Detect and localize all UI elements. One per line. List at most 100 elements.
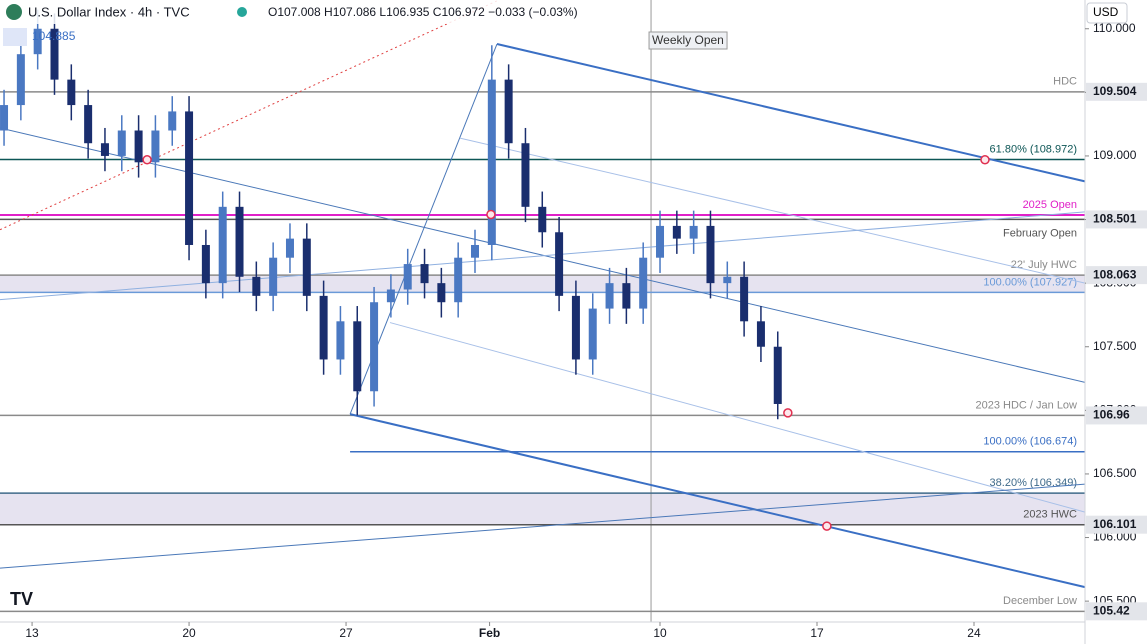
- candle-body: [370, 302, 379, 392]
- candle-body: [0, 105, 9, 131]
- trendline: [0, 0, 500, 231]
- price-box: [1086, 602, 1147, 621]
- y-tick-label: 106.500: [1093, 466, 1137, 480]
- candle-body: [201, 244, 210, 284]
- candle-body: [134, 130, 143, 163]
- y-tick-label: 109.000: [1093, 148, 1137, 162]
- ohlc: O107.008 H107.086 L106.935 C106.972 −0.0…: [268, 5, 578, 19]
- x-tick-label: 13: [25, 626, 39, 640]
- candle-body: [689, 225, 698, 239]
- level-label: 100.00% (107.927): [983, 276, 1077, 288]
- candle-body: [672, 225, 681, 239]
- candle-body: [403, 264, 412, 290]
- candle-body: [756, 321, 765, 347]
- candle-body: [723, 276, 732, 284]
- candle-body: [151, 130, 160, 163]
- x-tick-label: 10: [653, 626, 667, 640]
- price-box-label: 108.063: [1093, 267, 1137, 281]
- annotation: Weekly Open: [652, 33, 724, 47]
- candle-body: [504, 79, 513, 144]
- candle-body: [100, 143, 109, 156]
- price-box: [1086, 266, 1147, 285]
- level-label: 2025 Open: [1023, 199, 1077, 211]
- symbol-icon: [6, 4, 22, 20]
- zone: [0, 275, 1085, 293]
- candle-body: [706, 225, 715, 284]
- candle-body: [555, 232, 564, 296]
- x-tick-label: 20: [182, 626, 196, 640]
- currency-button[interactable]: [1086, 2, 1128, 24]
- zone: [0, 493, 1085, 525]
- trendline: [0, 211, 1086, 301]
- candle-body: [185, 111, 194, 245]
- indicator-badge: [3, 28, 27, 46]
- candle-body: [656, 225, 665, 258]
- candle-body: [740, 276, 749, 322]
- price-box-label: 108.501: [1093, 212, 1137, 226]
- candle-body: [353, 321, 362, 392]
- currency[interactable]: USD: [1093, 5, 1119, 19]
- price-box-label: 106.101: [1093, 517, 1137, 531]
- status-dot: [237, 7, 247, 17]
- trendline: [459, 137, 1086, 284]
- x-tick-label: 24: [967, 626, 981, 640]
- marker: [783, 408, 793, 418]
- price-box-label: 106.96: [1093, 408, 1130, 422]
- candle-body: [571, 295, 580, 360]
- marker: [980, 155, 990, 165]
- price-box: [1086, 210, 1147, 229]
- price-box-label: 105.42: [1093, 603, 1130, 617]
- candle-body: [252, 276, 261, 296]
- trendline: [389, 322, 1086, 513]
- candle-body: [67, 79, 76, 106]
- price-box: [1086, 406, 1147, 425]
- symbol-title: U.S. Dollar Index · 4h · TVC: [28, 4, 190, 19]
- trendline: [0, 127, 1086, 383]
- trendline: [349, 413, 1086, 589]
- candle-body: [588, 308, 597, 360]
- level-label: 38.20% (106.349): [990, 477, 1077, 489]
- plot-area: Weekly Open HDC 61.80% (108.972) 2025 Open F…: [0, 0, 1086, 622]
- candle-body: [50, 28, 59, 80]
- level-label: 100.00% (106.674): [983, 436, 1077, 448]
- level-label: HDC: [1053, 76, 1077, 88]
- candle-body: [117, 130, 126, 156]
- candle-body: [773, 346, 782, 404]
- price-box: [1086, 515, 1147, 534]
- candle-body: [454, 257, 463, 303]
- candle-body: [16, 54, 25, 106]
- marker: [142, 155, 152, 165]
- candle-body: [319, 295, 328, 360]
- candle-body: [622, 283, 631, 309]
- x-tick-label: 17: [810, 626, 824, 640]
- candle-body: [285, 238, 294, 258]
- level-label: 22' July HWC: [1011, 259, 1077, 271]
- y-tick-label: 107.500: [1093, 339, 1137, 353]
- candle-body: [235, 206, 244, 277]
- candle-body: [269, 257, 278, 296]
- candle-body: [487, 79, 496, 245]
- candle-body: [538, 206, 547, 233]
- candle-body: [302, 238, 311, 296]
- level-label: 2023 HDC / Jan Low: [976, 399, 1078, 411]
- level-label: 61.80% (108.972): [990, 143, 1077, 155]
- candle-body: [605, 283, 614, 309]
- candle-body: [84, 105, 93, 144]
- candle-body: [470, 244, 479, 258]
- price-box: [1086, 82, 1147, 101]
- level-label: December Low: [1003, 595, 1077, 607]
- y-tick-label: 110.000: [1093, 21, 1136, 35]
- candle-body: [639, 257, 648, 309]
- price-axis: [1085, 0, 1148, 644]
- candle-body: [336, 321, 345, 360]
- marker: [822, 521, 832, 531]
- x-tick-label: Feb: [479, 626, 500, 640]
- candle-body: [33, 28, 42, 55]
- candle-body: [168, 111, 177, 131]
- candle-body: [218, 206, 227, 284]
- logo: TV: [10, 589, 33, 609]
- trendline: [0, 483, 1086, 569]
- candle-body: [386, 289, 395, 303]
- candle-body: [420, 264, 429, 284]
